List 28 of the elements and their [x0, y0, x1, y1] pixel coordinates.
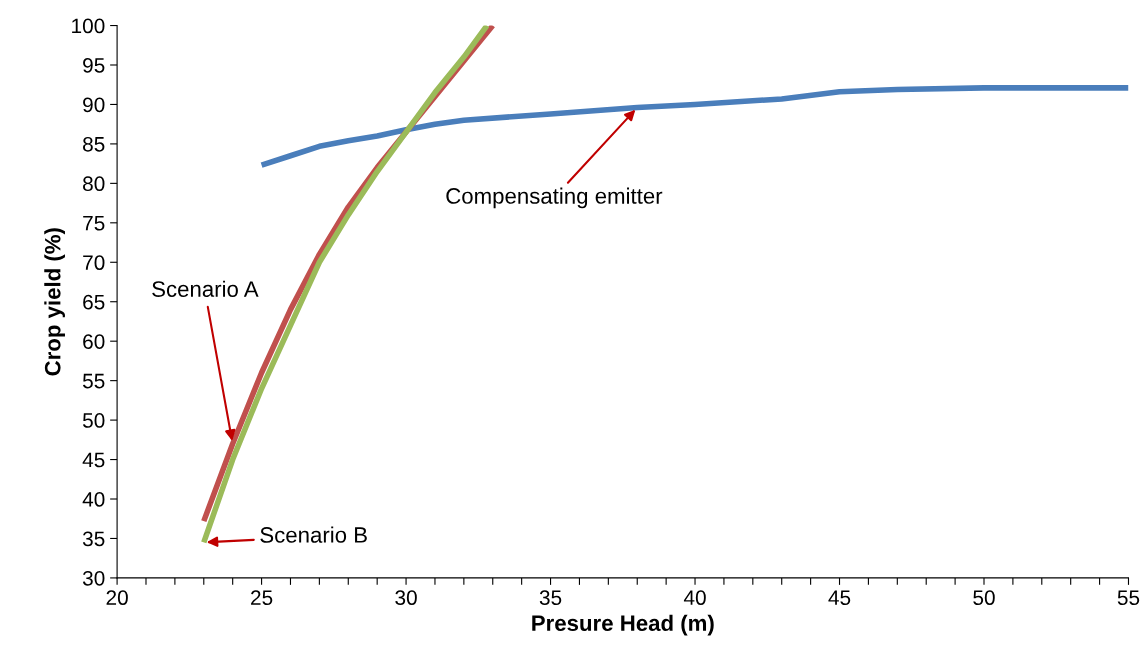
y-tick-label: 60: [83, 334, 105, 349]
y-tick-label: 95: [83, 57, 105, 73]
y-tick-label: 45: [82, 452, 105, 468]
y-tick-label: 30: [82, 570, 105, 586]
text: Scenario B: [260, 526, 367, 543]
x-tick-label: 40: [683, 590, 706, 606]
series-label: Scenario A: [152, 280, 259, 297]
y-tick-label: 85: [83, 136, 105, 152]
text: Compensating emitter: [446, 187, 663, 209]
y-tick-label: 40: [82, 492, 105, 507]
y-tick-label: 55: [82, 373, 105, 389]
y-tick-label: 35: [82, 531, 105, 547]
y-tick-label: 100: [72, 18, 105, 34]
y-tick-label: 75: [83, 216, 105, 231]
x-tick-label: 30: [395, 590, 417, 606]
x-tick-label: 20: [106, 590, 128, 606]
y-tick-label: 65: [83, 294, 105, 310]
y-axis-title: Crop yield (%): [44, 228, 65, 376]
y-tick-label: 70: [83, 255, 105, 271]
x-tick-label: 55: [1117, 590, 1140, 606]
x-tick-label: 45: [828, 590, 851, 606]
y-tick-label: 50: [82, 413, 105, 428]
x-tick-label: 25: [251, 590, 273, 606]
x-tick-label: 35: [539, 590, 562, 606]
y-tick-label: 90: [83, 97, 105, 113]
x-axis-title: Presure Head (m): [532, 614, 714, 636]
x-tick-label: 50: [973, 590, 995, 606]
y-tick-label: 80: [83, 176, 105, 192]
